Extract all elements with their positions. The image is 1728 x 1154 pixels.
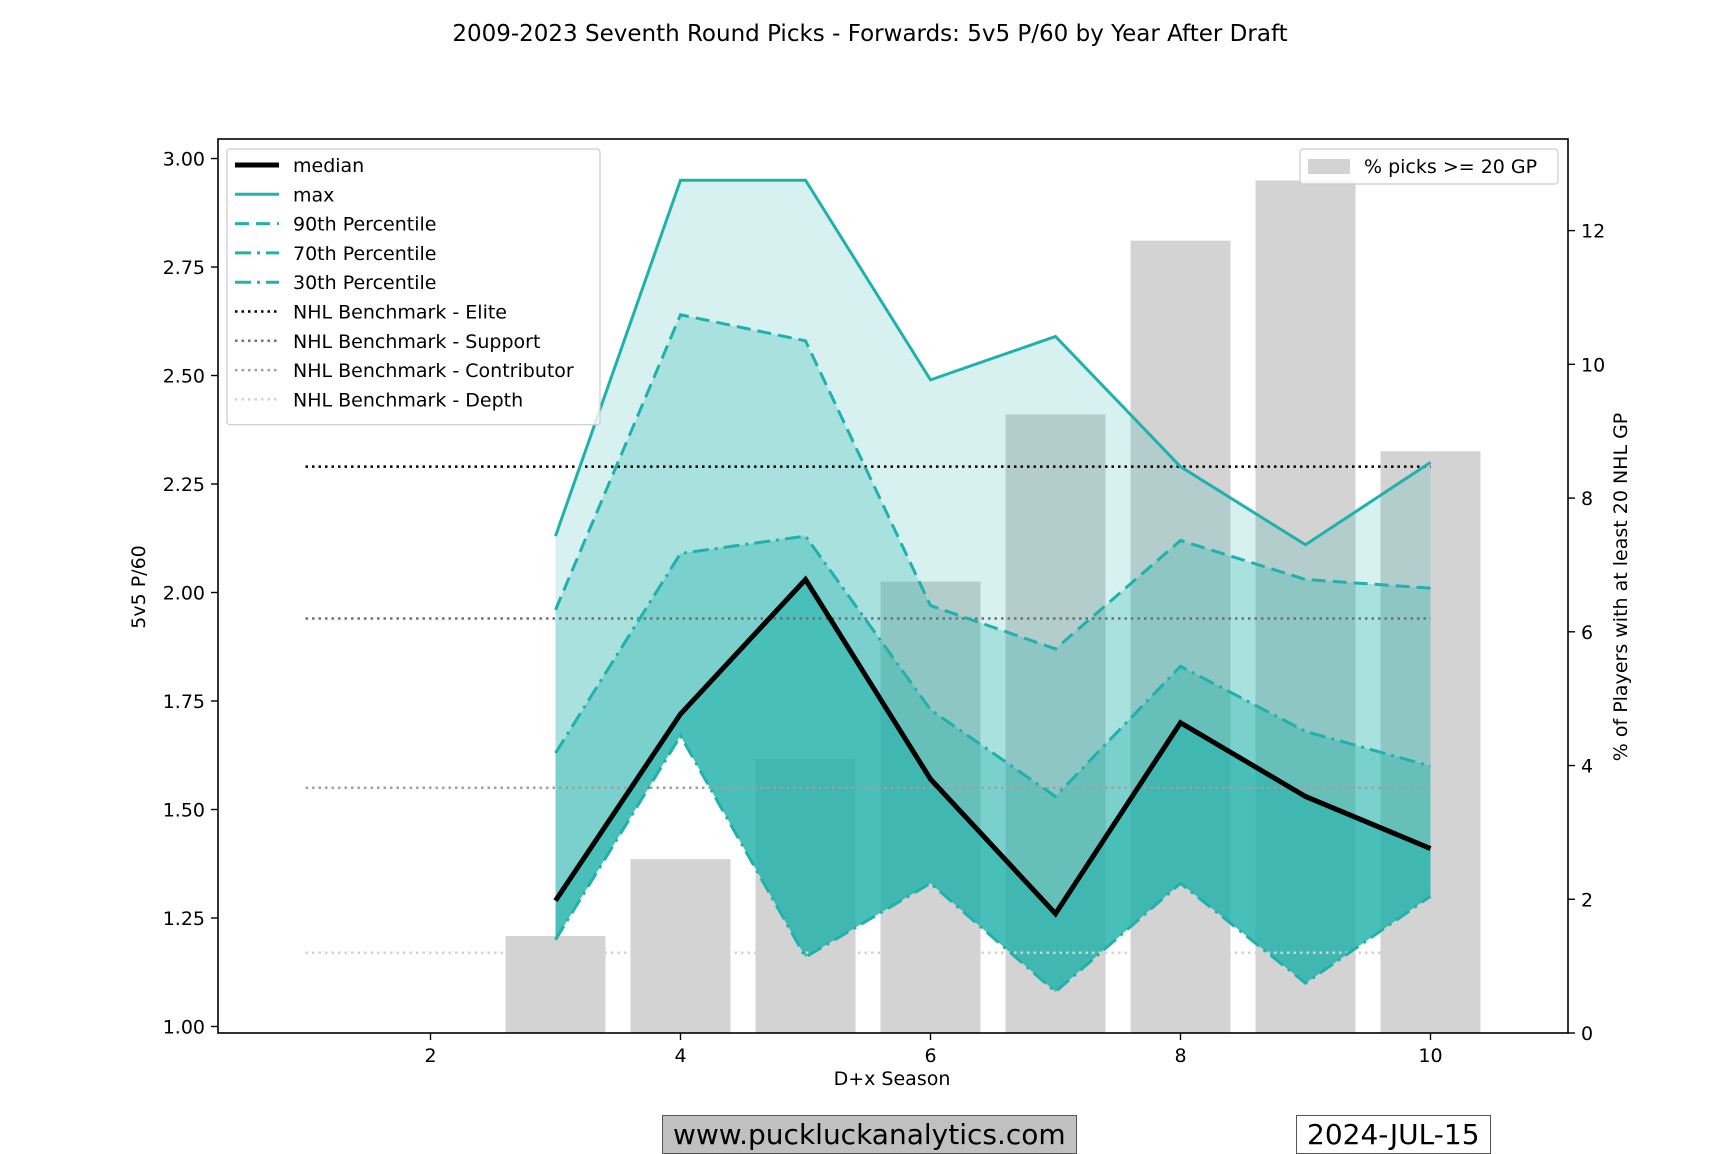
y2-tick-label: 0 bbox=[1581, 1023, 1593, 1045]
series-line-max bbox=[554, 178, 1432, 547]
legend-label-max: max bbox=[293, 184, 334, 206]
legend-label-30th-percentile: 30th Percentile bbox=[293, 272, 436, 294]
legend-right-box bbox=[1299, 148, 1559, 185]
y2-tick-label: 8 bbox=[1581, 488, 1593, 510]
website-stamp: www.puckluckanalytics.com bbox=[662, 1115, 1077, 1154]
y2-tick-label: 2 bbox=[1581, 889, 1593, 911]
y2-tick-label: 4 bbox=[1581, 756, 1593, 778]
legend-layer: median max 90th Percentile 70th Percentile 3… bbox=[226, 148, 1559, 426]
y2-tick-label: 10 bbox=[1581, 354, 1605, 376]
x-tick-label: 6 bbox=[924, 1045, 936, 1067]
legend-label-nhl-benchmark-contributor: NHL Benchmark - Contributor bbox=[293, 360, 574, 382]
x-axis-label: D+x Season bbox=[834, 1068, 951, 1090]
y-tick-label: 2.25 bbox=[163, 474, 205, 496]
axes-layer: 2 4 6 8 10 1.00 1.25 1.50 1.75 2.00 2.25 2.50 2.75 3.… bbox=[163, 138, 1605, 1067]
y-tick-label: 2.00 bbox=[163, 583, 205, 605]
y-axis-label: 5v5 P/60 bbox=[128, 545, 150, 629]
legend-label-bars: % picks >= 20 GP bbox=[1364, 156, 1537, 178]
series-line-70th-percentile bbox=[554, 534, 1431, 799]
y2-axis-label: % of Players with at least 20 NHL GP bbox=[1610, 413, 1632, 762]
y2-tick-label: 6 bbox=[1581, 622, 1593, 644]
band-median bbox=[555, 579, 1431, 992]
x-tick-label: 8 bbox=[1174, 1045, 1186, 1067]
series-layer bbox=[553, 178, 1432, 994]
series-line-30th-percentile bbox=[554, 732, 1432, 994]
x-tick-label: 10 bbox=[1418, 1045, 1442, 1067]
legend-label-nhl-benchmark-depth: NHL Benchmark - Depth bbox=[293, 389, 523, 411]
legend-label-nhl-benchmark-support: NHL Benchmark - Support bbox=[293, 331, 540, 353]
series-line-median bbox=[553, 575, 1432, 918]
y-tick-label: 2.50 bbox=[163, 366, 205, 388]
date-stamp: 2024-JUL-15 bbox=[1296, 1115, 1491, 1154]
y-tick-label: 3.00 bbox=[163, 149, 205, 171]
x-tick-label: 4 bbox=[674, 1045, 686, 1067]
y-tick-label: 1.00 bbox=[163, 1016, 205, 1038]
legend-label-nhl-benchmark-elite: NHL Benchmark - Elite bbox=[293, 302, 507, 324]
bar-d3 bbox=[505, 936, 606, 1033]
y-tick-label: 1.75 bbox=[163, 691, 205, 713]
bar-d10 bbox=[1380, 451, 1481, 1033]
legend-left-box bbox=[226, 148, 601, 426]
y-tick-label: 1.50 bbox=[163, 800, 205, 822]
legend-label-median: median bbox=[293, 155, 364, 177]
series-line-90th-percentile bbox=[554, 313, 1431, 651]
benchmark-layer bbox=[305, 465, 1431, 954]
y-tick-label: 2.75 bbox=[163, 257, 205, 279]
x-tick-label: 2 bbox=[424, 1045, 436, 1067]
legend-label-90th-percentile: 90th Percentile bbox=[293, 214, 436, 236]
legend-swatch-bars bbox=[1308, 159, 1350, 174]
bar-d4 bbox=[630, 859, 731, 1033]
plot-frame bbox=[217, 138, 1569, 1034]
legend-label-70th-percentile: 70th Percentile bbox=[293, 243, 436, 265]
y2-tick-label: 12 bbox=[1581, 221, 1605, 243]
y-tick-label: 1.25 bbox=[163, 908, 205, 930]
chart-title: 2009-2023 Seventh Round Picks - Forwards… bbox=[452, 21, 1287, 47]
